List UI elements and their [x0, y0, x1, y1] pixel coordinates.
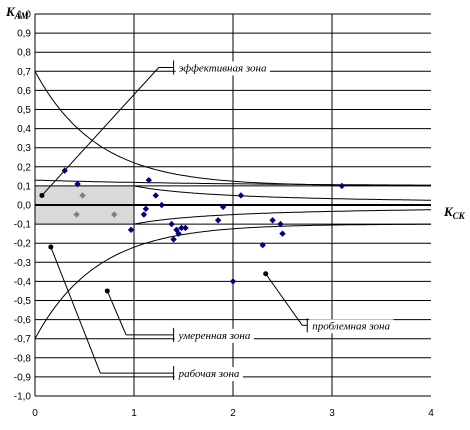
y-tick-label: 1,0: [17, 10, 31, 21]
working-zone-label: рабочая зона: [178, 368, 240, 380]
data-point: [127, 226, 135, 234]
zone-callouts: [39, 60, 394, 382]
x-axis-title-main: K: [443, 204, 454, 219]
y-tick-label: 0,2: [17, 162, 31, 173]
callout-leader: [50, 246, 101, 374]
tick-labels: 1,0 0,9 0,8 0,7 0,6 0,5 0,4 0,3 0,2 0,1 0,0 -0,1 -0,…: [14, 10, 434, 420]
y-tick-label: 0,6: [17, 86, 31, 97]
callout-leader: [41, 67, 160, 196]
y-tick-label: 0,1: [17, 181, 31, 192]
data-point: [214, 217, 222, 224]
x-tick-label: 4: [428, 408, 434, 419]
problem-boundary-curve: [34, 223, 431, 339]
y-axis-title: KАМ: [5, 4, 30, 21]
y-tick-label: -0,6: [14, 315, 32, 326]
upper-asymptote-curve: [34, 179, 431, 186]
data-point: [142, 205, 150, 213]
hyperbola-upper-curve: [133, 185, 431, 201]
data-point: [279, 230, 286, 237]
y-tick-label: -0,4: [14, 277, 32, 288]
data-point: [259, 241, 266, 249]
y-tick-label: -1,0: [14, 392, 32, 403]
data-point: [182, 224, 189, 232]
data-point: [61, 167, 68, 174]
data-point: [277, 220, 284, 228]
zone-label-background: [174, 328, 254, 343]
data-point: [175, 230, 182, 237]
y-tick-label: -0,1: [14, 220, 32, 231]
y-axis-title-main: K: [5, 4, 16, 19]
y-tick-label: 0,3: [17, 143, 31, 154]
grey-data-point: [73, 211, 80, 218]
x-tick-label: 0: [32, 408, 38, 419]
zone-label-background: [175, 61, 270, 76]
y-tick-label: 0,5: [17, 105, 31, 116]
callout-leader: [265, 273, 303, 326]
y-tick-label: 0,0: [17, 201, 31, 212]
axes: [34, 14, 431, 396]
callout-anchor-dot: [39, 192, 45, 198]
data-point: [140, 211, 148, 218]
y-tick-label: 0,9: [17, 29, 31, 40]
data-point: [168, 220, 175, 228]
zone-label-background: [309, 319, 394, 334]
y-axis-title-sub: АМ: [14, 11, 30, 21]
data-points: [61, 167, 346, 285]
data-point: [74, 180, 81, 188]
problem-zone-label: проблемная зона: [312, 320, 390, 332]
data-point: [237, 192, 245, 199]
y-tick-label: -0,2: [14, 239, 32, 250]
callout-leader: [106, 290, 127, 336]
boundary-curves: [34, 71, 431, 339]
data-point: [338, 182, 346, 190]
y-tick-label: 0,4: [17, 124, 31, 135]
data-point: [158, 201, 165, 209]
grey-data-point: [111, 211, 118, 218]
callout-anchor-dot: [263, 271, 269, 277]
data-point: [145, 176, 153, 184]
data-point: [229, 278, 237, 285]
callout-anchor-dot: [48, 244, 54, 250]
data-point: [170, 236, 177, 243]
x-tick-label: 3: [329, 408, 335, 419]
hyperbola-lower-curve: [133, 209, 431, 225]
grey-data-point: [79, 192, 86, 199]
y-tick-label: 0,8: [17, 48, 31, 59]
data-point: [219, 203, 227, 211]
y-tick-label: 0,7: [17, 67, 31, 78]
y-tick-label: -0,9: [14, 372, 32, 383]
data-point: [152, 192, 159, 199]
callout-anchor-dot: [104, 288, 110, 294]
y-tick-label: -0,8: [14, 353, 32, 364]
x-axis-title-sub: СК: [453, 211, 466, 221]
effective-zone-label: эффективная зона: [179, 62, 267, 74]
data-point: [269, 217, 276, 224]
data-point: [178, 224, 185, 232]
x-tick-label: 1: [131, 408, 137, 419]
effective-boundary-curve: [34, 71, 431, 187]
moderate-zone-label: умеренная зона: [178, 330, 251, 342]
y-tick-label: -0,3: [14, 258, 32, 269]
y-tick-label: -0,5: [14, 296, 32, 307]
y-tick-label: -0,7: [14, 334, 32, 345]
zone-label-background: [174, 367, 243, 382]
x-axis-title: KСК: [443, 204, 466, 221]
x-tick-label: 2: [230, 408, 236, 419]
